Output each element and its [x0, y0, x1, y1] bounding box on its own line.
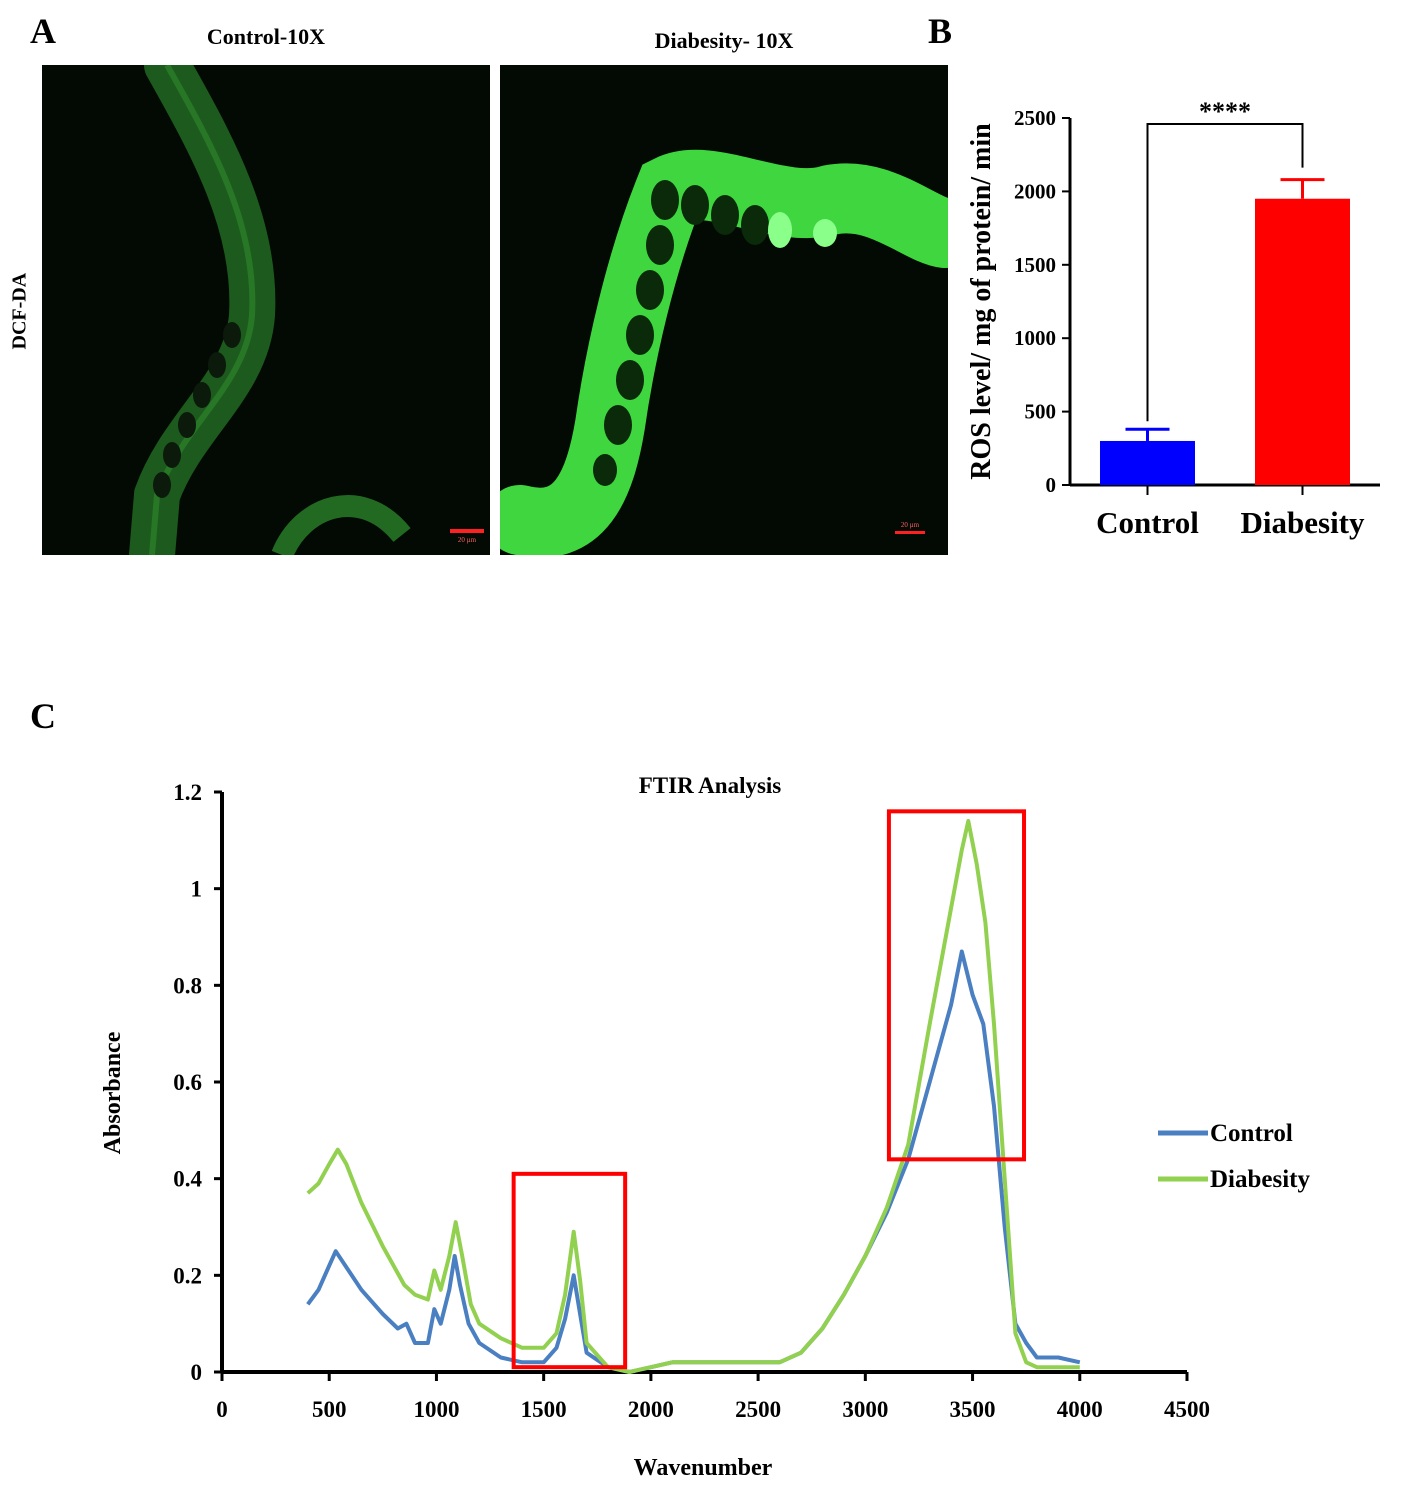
highlight-box-2 [886, 809, 1027, 1162]
line-x-axis-label: Wavenumber [634, 1455, 773, 1481]
series-line-control [306, 949, 1081, 1374]
bar-y-axis-label: ROS level/ mg of protein/ min [966, 123, 997, 480]
line-y-tick-label: 1.2 [173, 780, 202, 805]
ftir-line-chart: FTIR Analysis 0 0.2 0.4 0.6 0.8 1 1.2 0 500 1000 15… [100, 773, 1311, 1481]
line-y-tick-label: 1 [191, 877, 203, 902]
significance-label: **** [1199, 97, 1251, 126]
diabesity-scale-label: 20 µm [901, 521, 920, 529]
line-y-tick-label: 0.4 [173, 1167, 202, 1192]
line-y-tick-label: 0 [191, 1360, 203, 1385]
line-x-tick-label: 3000 [842, 1397, 888, 1422]
significance-bracket [1146, 123, 1304, 422]
bar-y-tick-label: 0 [1046, 473, 1057, 497]
control-scale-label: 20 µm [458, 536, 477, 544]
highlight-box-1 [511, 1171, 628, 1370]
bar-y-tick-label: 1500 [1014, 253, 1056, 277]
line-x-tick-label: 4500 [1164, 1397, 1210, 1422]
bar-diabesity [1255, 198, 1350, 486]
bar-x-tick-label: Diabesity [1241, 505, 1366, 540]
control-scale-bar [450, 529, 484, 533]
legend-label-diabesity: Diabesity [1210, 1166, 1311, 1193]
line-x-tick-label: 3500 [950, 1397, 996, 1422]
line-x-tick-label: 4000 [1057, 1397, 1103, 1422]
line-chart-title: FTIR Analysis [639, 773, 782, 798]
ros-bar-chart: 0 500 1000 1500 2000 2500 ROS level/ mg of pro… [966, 97, 1380, 540]
diabesity-micrograph: 20 µm [500, 65, 948, 555]
control-image-title: Control-10X [206, 24, 326, 49]
control-micrograph: 20 µm [42, 65, 490, 555]
line-y-axis-label: Absorbance [100, 1031, 126, 1154]
diabesity-worm-illustration: 20 µm [500, 149, 948, 555]
stain-label: DCF-DA [8, 272, 31, 350]
line-y-tick-label: 0.8 [173, 973, 202, 998]
panel-a-letter: A [30, 11, 56, 51]
panel-b-letter: B [928, 11, 953, 51]
panel-c-letter: C [30, 696, 56, 736]
bar-y-tick-label: 1000 [1014, 326, 1056, 350]
line-y-tick-label: 0.6 [173, 1070, 202, 1095]
line-x-tick-label: 0 [216, 1397, 228, 1422]
line-x-tick-label: 1500 [521, 1397, 567, 1422]
series-line-diabesity [306, 819, 1080, 1374]
diabesity-scale-bar [895, 531, 925, 534]
control-worm-illustration: 20 µm [129, 65, 484, 555]
bar-y-tick-label: 2500 [1014, 106, 1056, 130]
bar-y-tick-label: 2000 [1014, 179, 1056, 203]
line-x-tick-label: 500 [312, 1397, 347, 1422]
legend-label-control: Control [1210, 1120, 1293, 1147]
line-x-tick-label: 1000 [413, 1397, 459, 1422]
bar-y-tick-label: 500 [1025, 400, 1057, 424]
bar-x-tick-label: Control [1096, 505, 1199, 540]
line-y-tick-label: 0.2 [173, 1263, 202, 1288]
line-x-tick-label: 2500 [735, 1397, 781, 1422]
diabesity-image-title: Diabesity- 10X [654, 28, 794, 53]
line-x-tick-label: 2000 [628, 1397, 674, 1422]
bar-control [1100, 440, 1195, 485]
